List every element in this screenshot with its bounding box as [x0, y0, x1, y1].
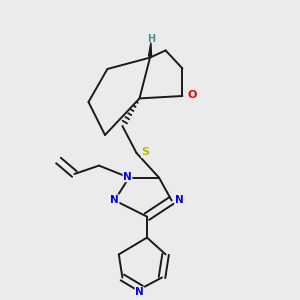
- Text: O: O: [187, 90, 197, 100]
- Text: S: S: [142, 147, 149, 158]
- Text: N: N: [110, 195, 119, 205]
- Text: N: N: [135, 287, 144, 297]
- Text: N: N: [123, 172, 132, 182]
- Text: H: H: [147, 34, 155, 44]
- Polygon shape: [148, 43, 152, 56]
- Text: N: N: [175, 195, 184, 205]
